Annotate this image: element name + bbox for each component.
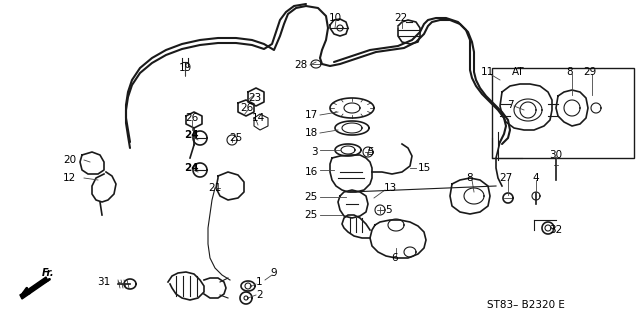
Text: 8: 8 — [467, 173, 473, 183]
Text: 21: 21 — [208, 183, 222, 193]
Bar — [492, 68, 634, 158]
Text: 3: 3 — [311, 147, 318, 157]
Text: ST83– B2320 E: ST83– B2320 E — [487, 300, 565, 310]
Text: 2: 2 — [256, 290, 262, 300]
Text: 1: 1 — [256, 277, 262, 287]
Text: 10: 10 — [329, 13, 341, 23]
Text: 25: 25 — [304, 192, 318, 202]
Text: Fr.: Fr. — [42, 268, 55, 278]
Text: 29: 29 — [583, 67, 597, 77]
Text: 26: 26 — [185, 113, 199, 123]
Text: AT: AT — [512, 67, 525, 77]
Text: 5: 5 — [385, 205, 392, 215]
Text: 22: 22 — [394, 13, 408, 23]
Text: 15: 15 — [418, 163, 431, 173]
Text: 20: 20 — [63, 155, 76, 165]
Text: 17: 17 — [304, 110, 318, 120]
Text: 11: 11 — [480, 67, 494, 77]
Text: 8: 8 — [567, 67, 573, 77]
Text: 24: 24 — [183, 130, 198, 140]
Text: 19: 19 — [178, 63, 192, 73]
Text: 5: 5 — [367, 147, 374, 157]
Text: 24: 24 — [183, 163, 198, 173]
Text: 25: 25 — [304, 210, 318, 220]
Text: 18: 18 — [304, 128, 318, 138]
Text: 14: 14 — [252, 113, 265, 123]
Text: 9: 9 — [270, 268, 276, 278]
Text: 16: 16 — [304, 167, 318, 177]
Text: 4: 4 — [533, 173, 540, 183]
Text: 26: 26 — [240, 103, 254, 113]
Text: 6: 6 — [392, 253, 398, 263]
Text: 28: 28 — [295, 60, 308, 70]
Text: 7: 7 — [506, 100, 513, 110]
Text: 27: 27 — [499, 173, 513, 183]
Text: 32: 32 — [549, 225, 562, 235]
Text: 13: 13 — [384, 183, 397, 193]
Text: 23: 23 — [248, 93, 261, 103]
Polygon shape — [20, 277, 48, 299]
Text: 12: 12 — [63, 173, 76, 183]
Text: 25: 25 — [229, 133, 242, 143]
Text: 30: 30 — [550, 150, 562, 160]
Text: 31: 31 — [97, 277, 110, 287]
